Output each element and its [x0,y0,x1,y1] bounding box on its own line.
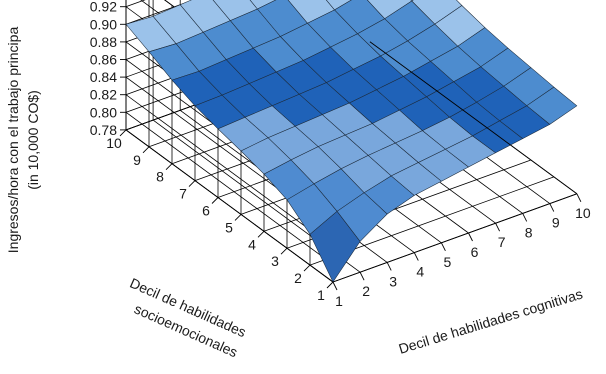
x-tick-mark [549,203,555,212]
x-axis-title: Decil de habilidades cognitivas [397,286,585,357]
z-axis-title-line-1: Ingresos/hora con el trabajo principa [5,27,21,254]
surface-mesh [125,0,578,283]
y-tick-mark [119,129,127,137]
x-tick-mark [468,232,473,242]
x-tick-label: 7 [498,234,506,250]
y-tick-mark [303,264,311,272]
y-tick-mark [142,146,150,154]
grid-line-z [125,94,334,248]
z-tick-label: 0.86 [90,52,117,68]
y-tick-label: 2 [294,270,302,286]
x-tick-mark [522,213,528,222]
z-tick-label: 0.88 [90,34,117,50]
y-tick-mark [165,163,173,171]
floor-grid-line [125,129,334,283]
x-tick-mark [495,222,501,232]
z-tick-label: 0.92 [90,0,117,15]
box-edge [369,41,578,195]
x-tick-mark [413,252,419,261]
grid-line-z [125,111,334,265]
y-tick-label: 3 [271,253,279,269]
y-tick-label: 4 [248,236,256,252]
surface-cell [325,0,352,11]
x-tick-label: 3 [389,273,397,289]
z-tick-label: 0.82 [90,87,117,103]
x-tick-label: 10 [575,205,591,221]
y-tick-label: 10 [106,135,122,151]
x-tick-mark [576,193,582,203]
y-tick-label: 1 [317,287,325,303]
x-tick-label: 9 [552,215,560,231]
z-tick-label: 0.84 [90,69,117,85]
z-tick-label: 0.90 [90,16,117,32]
surface-cell [526,86,578,125]
x-tick-label: 1 [335,293,343,309]
grid-line-z [125,0,195,25]
x-tick-label: 6 [471,244,479,260]
front-box-frame [332,41,578,283]
x-tick-mark [359,271,365,281]
z-axis-title-line-2: (in 10,000 CO$) [25,90,41,190]
z-tick-label: 0.78 [90,122,117,138]
y-tick-label: 9 [133,152,141,168]
x-tick-label: 8 [525,224,533,240]
y-tick-label: 6 [202,203,210,219]
z-tick-label: 0.80 [90,104,117,120]
x-tick-label: 2 [362,283,370,299]
y-tick-label: 7 [179,186,187,202]
y-tick-mark [188,180,196,187]
y-tick-mark [280,247,288,255]
x-tick-label: 4 [416,264,424,280]
box-edge [332,193,578,283]
y-tick-mark [234,214,242,221]
y-tick-label: 8 [156,169,164,185]
tick-labels: 12345678910123456789100.780.800.820.840.… [90,0,591,309]
x-tick-mark [386,262,392,271]
y-tick-mark [257,230,265,238]
x-tick-label: 5 [444,254,452,270]
x-tick-mark [332,281,338,291]
y-tick-mark [211,197,219,204]
y-tick-mark [326,281,334,289]
x-tick-mark [440,242,446,252]
y-tick-label: 5 [225,219,233,235]
